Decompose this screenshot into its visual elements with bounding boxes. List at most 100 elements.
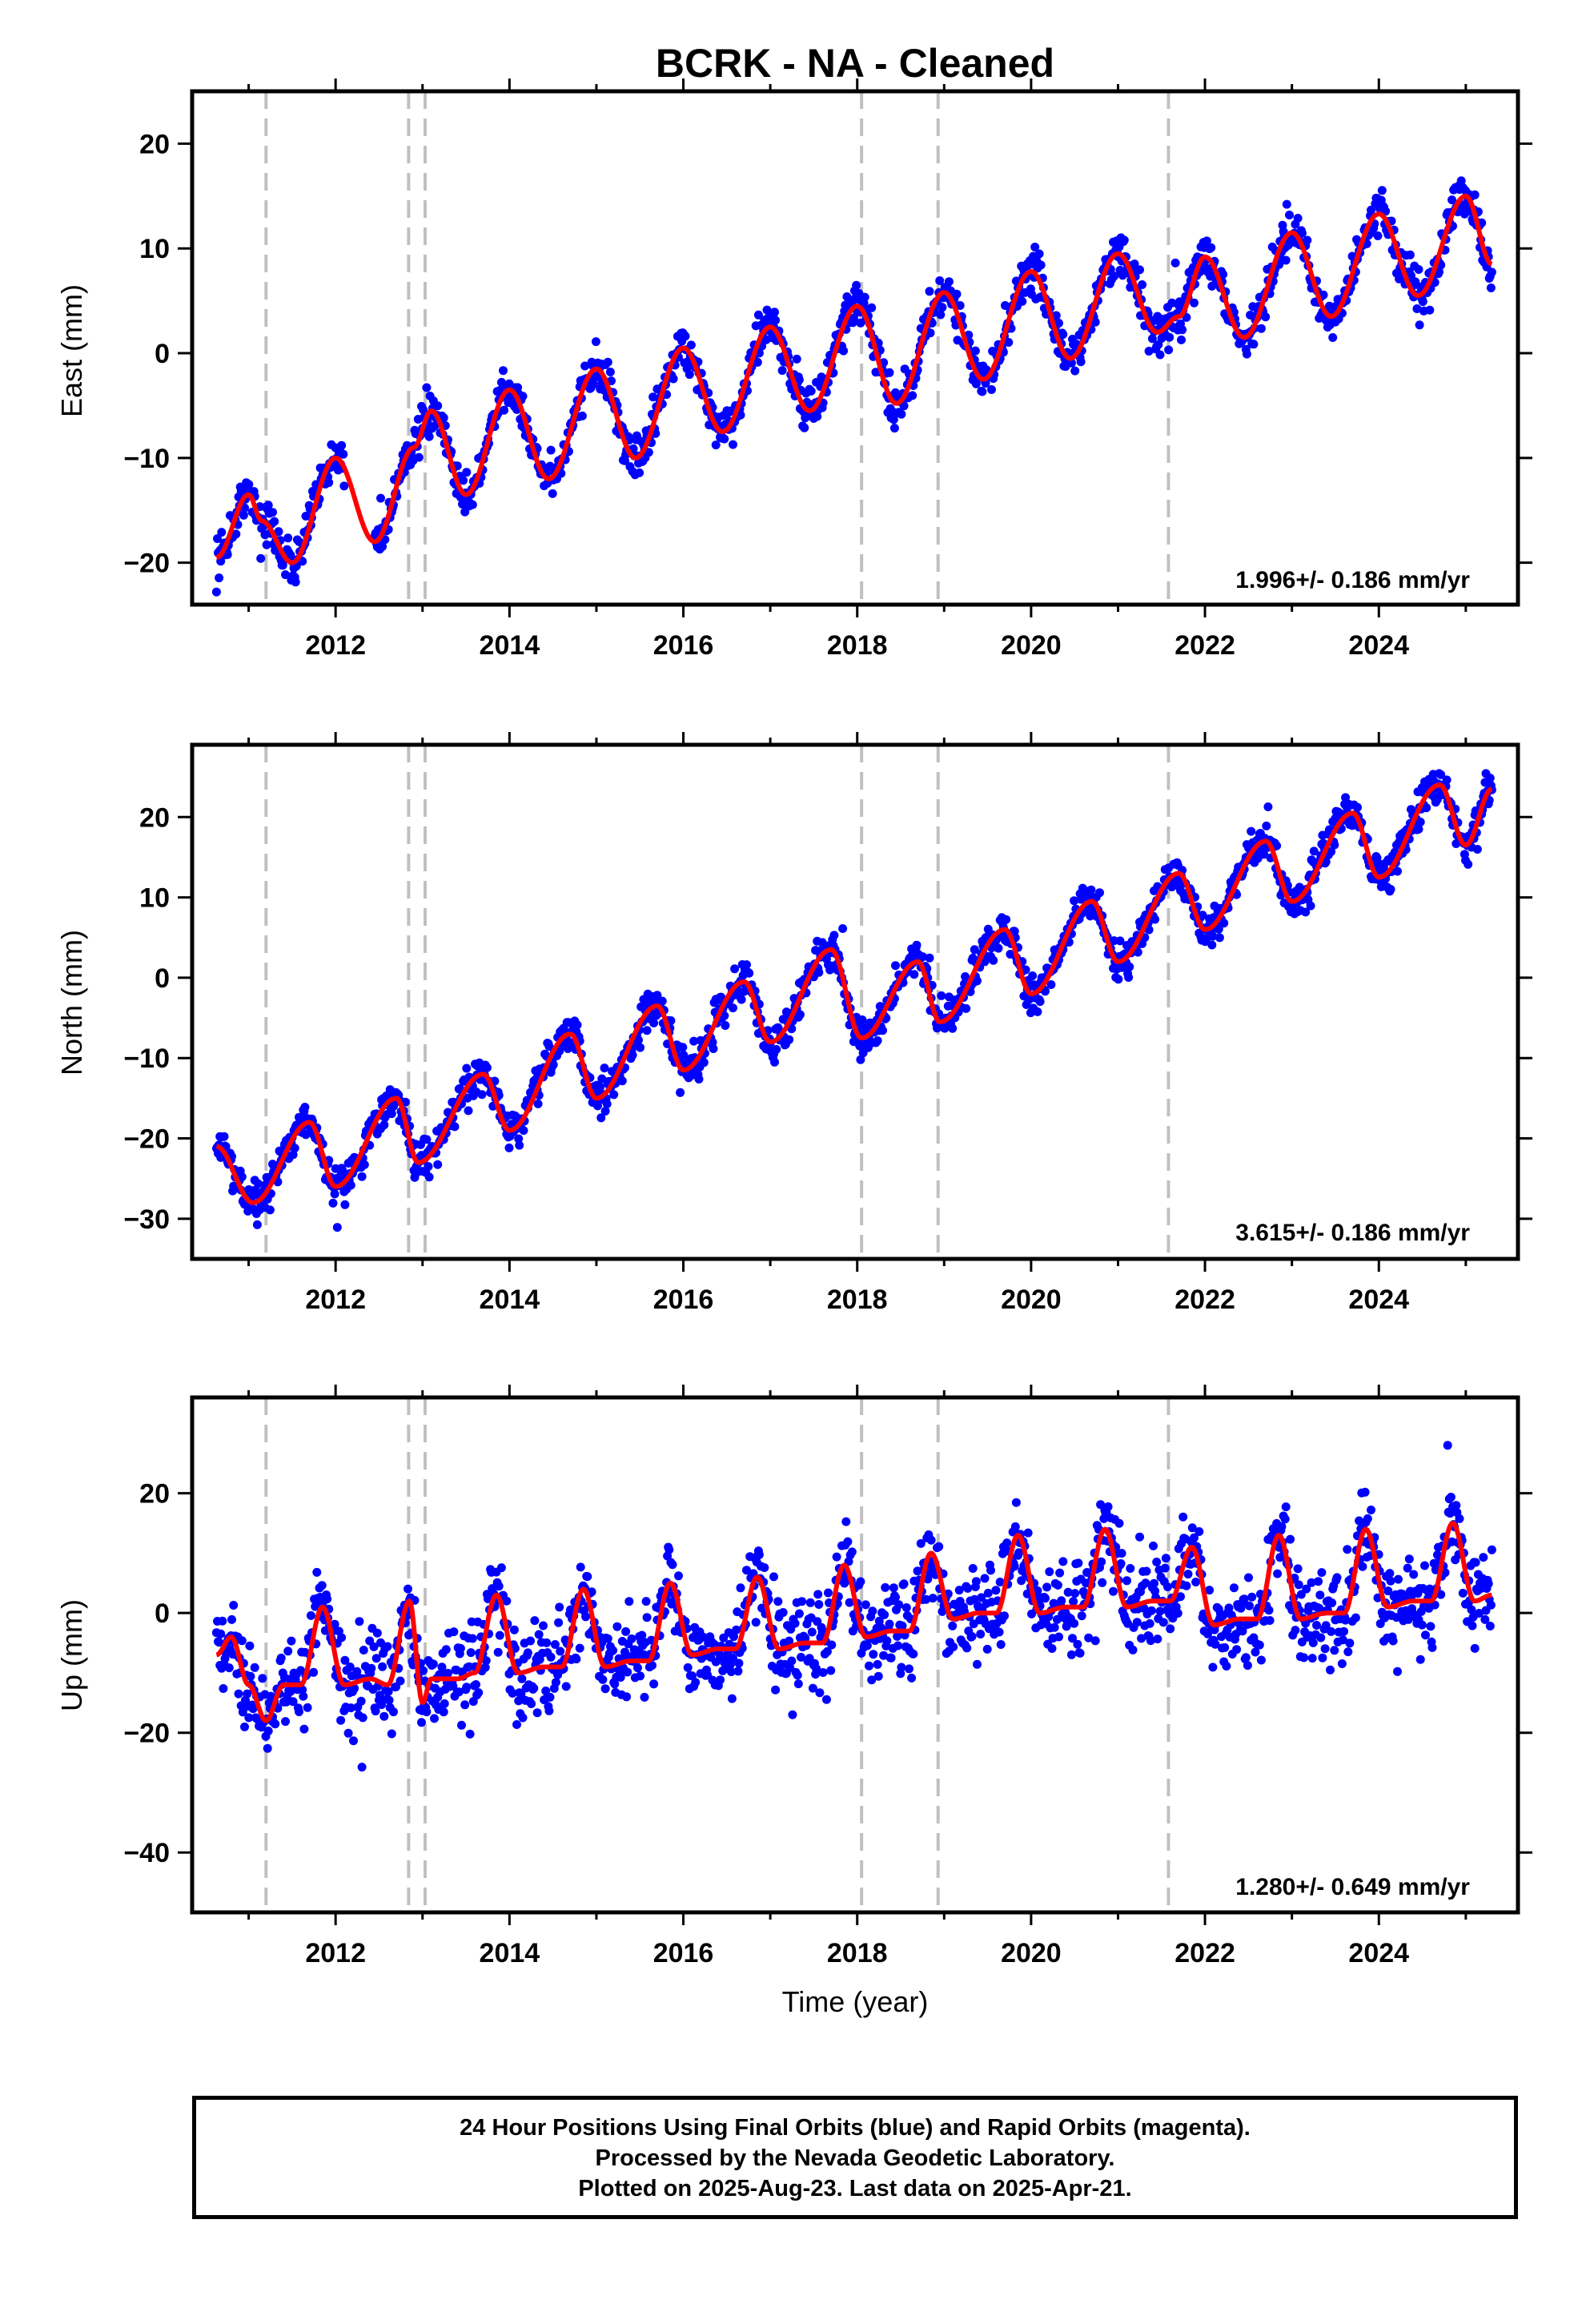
east-rate-label: 1.996+/- 0.186 mm/yr (1235, 567, 1470, 593)
east-data-point (729, 440, 737, 449)
up-data-point (383, 1642, 392, 1651)
east-data-point (1030, 243, 1040, 251)
up-data-point (1000, 1611, 1009, 1621)
up-data-point (1178, 1512, 1188, 1522)
up-data-point (1058, 1557, 1068, 1566)
east-data-point (422, 383, 432, 392)
up-data-point (1281, 1502, 1291, 1512)
north-data-point (1114, 975, 1123, 984)
up-data-point (542, 1638, 552, 1647)
up-data-point (449, 1627, 459, 1637)
up-data-point (1415, 1655, 1425, 1664)
north-data-point (678, 1043, 688, 1052)
north-data-point (1150, 915, 1160, 924)
north-data-point (857, 1015, 867, 1024)
up-data-point (1317, 1568, 1327, 1578)
east-data-point (944, 277, 954, 287)
up-data-point (621, 1626, 631, 1636)
up-data-point (1393, 1667, 1402, 1676)
up-data-point (603, 1634, 612, 1643)
up-data-point (1191, 1578, 1201, 1586)
north-x-tick-label: 2022 (1174, 1285, 1235, 1315)
up-data-point (509, 1625, 519, 1634)
north-data-point (462, 1063, 472, 1073)
east-data-point (1282, 199, 1291, 209)
east-data-point (926, 328, 935, 338)
up-data-point (1057, 1596, 1066, 1606)
east-data-point (548, 489, 557, 498)
up-data-point (276, 1653, 286, 1663)
east-data-point (860, 292, 869, 302)
up-data-point (778, 1608, 788, 1617)
up-data-point (832, 1552, 841, 1562)
up-data-point (1343, 1545, 1352, 1554)
up-data-point (472, 1680, 480, 1689)
up-data-point (539, 1621, 548, 1630)
north-data-point (1095, 888, 1104, 898)
north-data-point (1125, 962, 1134, 971)
up-data-point (622, 1692, 632, 1702)
up-data-point (868, 1606, 877, 1616)
north-data-point (772, 1044, 781, 1054)
up-data-point (439, 1707, 448, 1717)
up-data-point (814, 1600, 824, 1609)
up-data-point (1471, 1558, 1480, 1567)
up-data-point (787, 1656, 797, 1666)
east-data-point (378, 542, 387, 551)
east-data-point (577, 411, 587, 420)
up-data-point (219, 1684, 228, 1693)
up-data-point (554, 1618, 564, 1627)
up-data-point (1455, 1514, 1464, 1523)
up-data-point (1145, 1618, 1154, 1628)
up-data-point (1316, 1633, 1326, 1642)
up-data-point (881, 1582, 890, 1592)
north-data-point (450, 1122, 460, 1132)
up-data-point (949, 1642, 958, 1651)
up-data-point (556, 1647, 565, 1656)
up-data-point (428, 1659, 438, 1669)
up-data-point (1182, 1581, 1191, 1590)
north-y-tick-label: 10 (139, 883, 170, 914)
up-data-point (841, 1517, 851, 1526)
up-data-point (813, 1590, 823, 1599)
east-data-point (1219, 270, 1228, 279)
east-data-point (283, 533, 293, 543)
up-data-point (234, 1689, 243, 1699)
up-data-point (387, 1729, 396, 1739)
up-data-point (240, 1722, 249, 1731)
up-data-point (980, 1574, 990, 1583)
up-data-point (1446, 1493, 1456, 1502)
north-data-point (252, 1220, 262, 1229)
up-data-point (649, 1679, 659, 1689)
up-data-point (460, 1700, 470, 1710)
up-data-point (1103, 1502, 1113, 1511)
up-data-point (299, 1691, 308, 1701)
east-data-point (1377, 186, 1387, 195)
up-data-point (1128, 1645, 1138, 1655)
up-data-point (224, 1663, 234, 1673)
east-data-point (952, 289, 962, 299)
north-data-point (387, 1109, 396, 1119)
up-data-point (1264, 1606, 1274, 1615)
east-data-point (239, 510, 248, 520)
east-fit-curve (215, 193, 1493, 565)
north-y-tick-label: −10 (123, 1043, 170, 1074)
up-data-point (379, 1711, 389, 1721)
north-data-point (989, 955, 998, 965)
east-data-point (1285, 211, 1294, 219)
up-data-point (1073, 1639, 1082, 1649)
up-data-point (1327, 1626, 1336, 1636)
up-data-point (716, 1675, 725, 1685)
up-data-point (994, 1627, 1004, 1637)
east-data-point (1147, 334, 1157, 344)
up-data-point (1146, 1606, 1156, 1615)
up-data-point (733, 1667, 743, 1676)
east-data-point (462, 468, 472, 477)
up-data-point (551, 1678, 560, 1687)
east-data-point (899, 401, 909, 411)
east-data-point (1051, 311, 1061, 320)
up-data-point (1315, 1590, 1325, 1600)
north-data-point (745, 968, 754, 978)
east-data-point (792, 354, 801, 364)
